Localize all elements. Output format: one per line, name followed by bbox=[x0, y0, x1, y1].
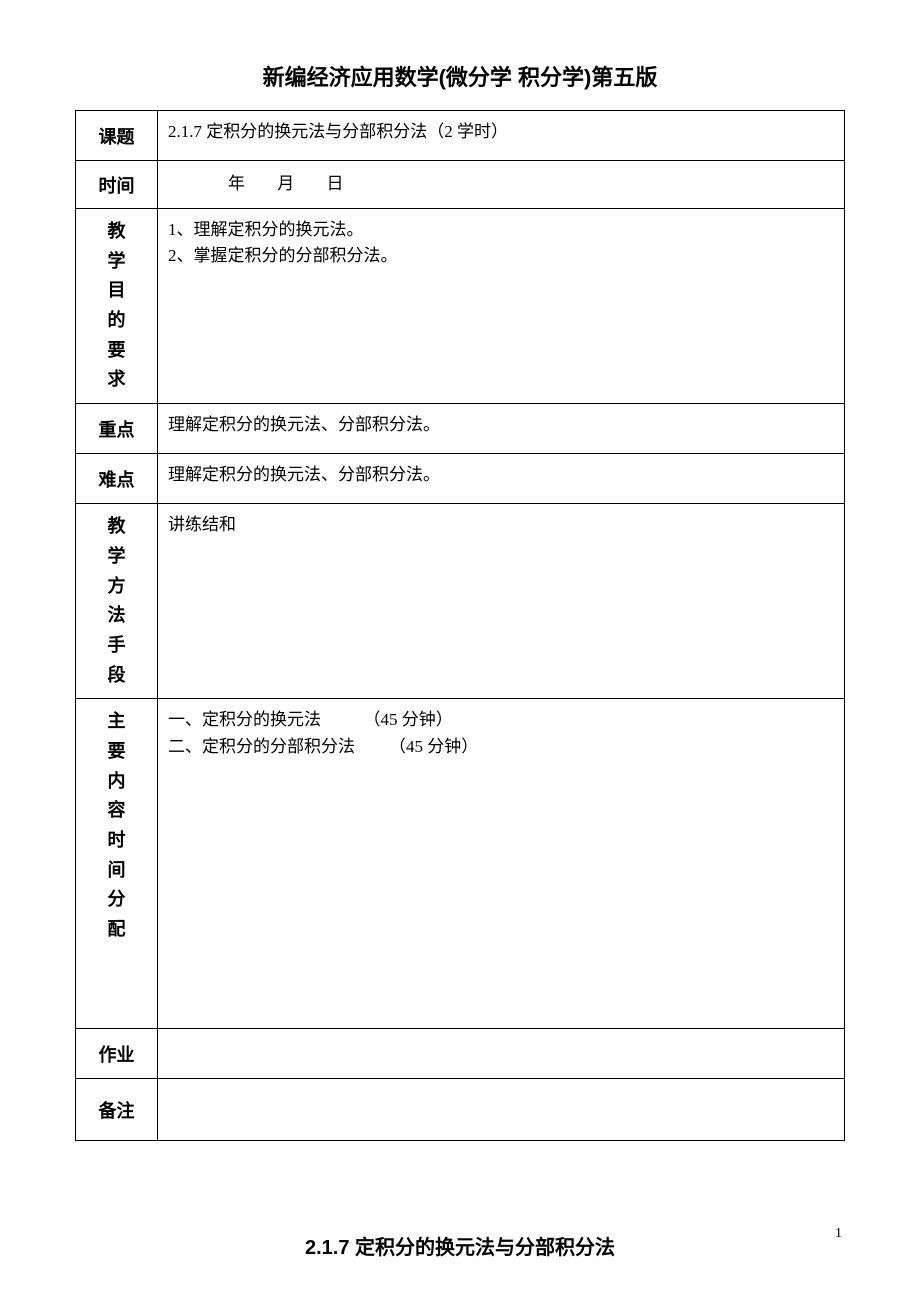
main-line-1: 一、定积分的换元法 （45 分钟） bbox=[168, 707, 834, 733]
content-goal: 1、理解定积分的换元法。 2、掌握定积分的分部积分法。 bbox=[158, 209, 845, 404]
content-date: 年 月 日 bbox=[158, 161, 845, 209]
content-focus: 理解定积分的换元法、分部积分法。 bbox=[158, 404, 845, 454]
row-main-content: 主 要 内 容 时 间 分 配 一、定积分的换元法 （45 分钟） 二、定积分的… bbox=[76, 699, 845, 1029]
label-focus: 重点 bbox=[76, 404, 158, 454]
lesson-plan-table: 课题 2.1.7 定积分的换元法与分部积分法（2 学时） 时间 年 月 日 教 … bbox=[75, 110, 845, 1141]
date-year: 年 bbox=[228, 174, 245, 193]
content-main: 一、定积分的换元法 （45 分钟） 二、定积分的分部积分法 （45 分钟） bbox=[158, 699, 845, 1029]
row-method: 教 学 方 法 手 段 讲练结和 bbox=[76, 504, 845, 699]
date-month: 月 bbox=[277, 174, 294, 193]
row-focus: 重点 理解定积分的换元法、分部积分法。 bbox=[76, 404, 845, 454]
row-date: 时间 年 月 日 bbox=[76, 161, 845, 209]
label-goal: 教 学 目 的 要 求 bbox=[76, 209, 158, 404]
content-topic: 2.1.7 定积分的换元法与分部积分法（2 学时） bbox=[158, 111, 845, 161]
content-difficulty: 理解定积分的换元法、分部积分法。 bbox=[158, 454, 845, 504]
page-number: 1 bbox=[835, 1226, 842, 1242]
label-homework: 作业 bbox=[76, 1029, 158, 1079]
row-homework: 作业 bbox=[76, 1029, 845, 1079]
label-date: 时间 bbox=[76, 161, 158, 209]
row-difficulty: 难点 理解定积分的换元法、分部积分法。 bbox=[76, 454, 845, 504]
main-line-2: 二、定积分的分部积分法 （45 分钟） bbox=[168, 734, 834, 760]
date-day: 日 bbox=[327, 174, 344, 193]
label-difficulty: 难点 bbox=[76, 454, 158, 504]
content-notes bbox=[158, 1079, 845, 1141]
label-method: 教 学 方 法 手 段 bbox=[76, 504, 158, 699]
content-method: 讲练结和 bbox=[158, 504, 845, 699]
doc-title: 新编经济应用数学(微分学 积分学)第五版 bbox=[75, 60, 845, 92]
label-notes: 备注 bbox=[76, 1079, 158, 1141]
row-goal: 教 学 目 的 要 求 1、理解定积分的换元法。 2、掌握定积分的分部积分法。 bbox=[76, 209, 845, 404]
label-main-content: 主 要 内 容 时 间 分 配 bbox=[76, 699, 158, 1029]
row-notes: 备注 bbox=[76, 1079, 845, 1141]
content-homework bbox=[158, 1029, 845, 1079]
row-topic: 课题 2.1.7 定积分的换元法与分部积分法（2 学时） bbox=[76, 111, 845, 161]
label-topic: 课题 bbox=[76, 111, 158, 161]
footer-section-title: 2.1.7 定积分的换元法与分部积分法 bbox=[75, 1231, 845, 1260]
